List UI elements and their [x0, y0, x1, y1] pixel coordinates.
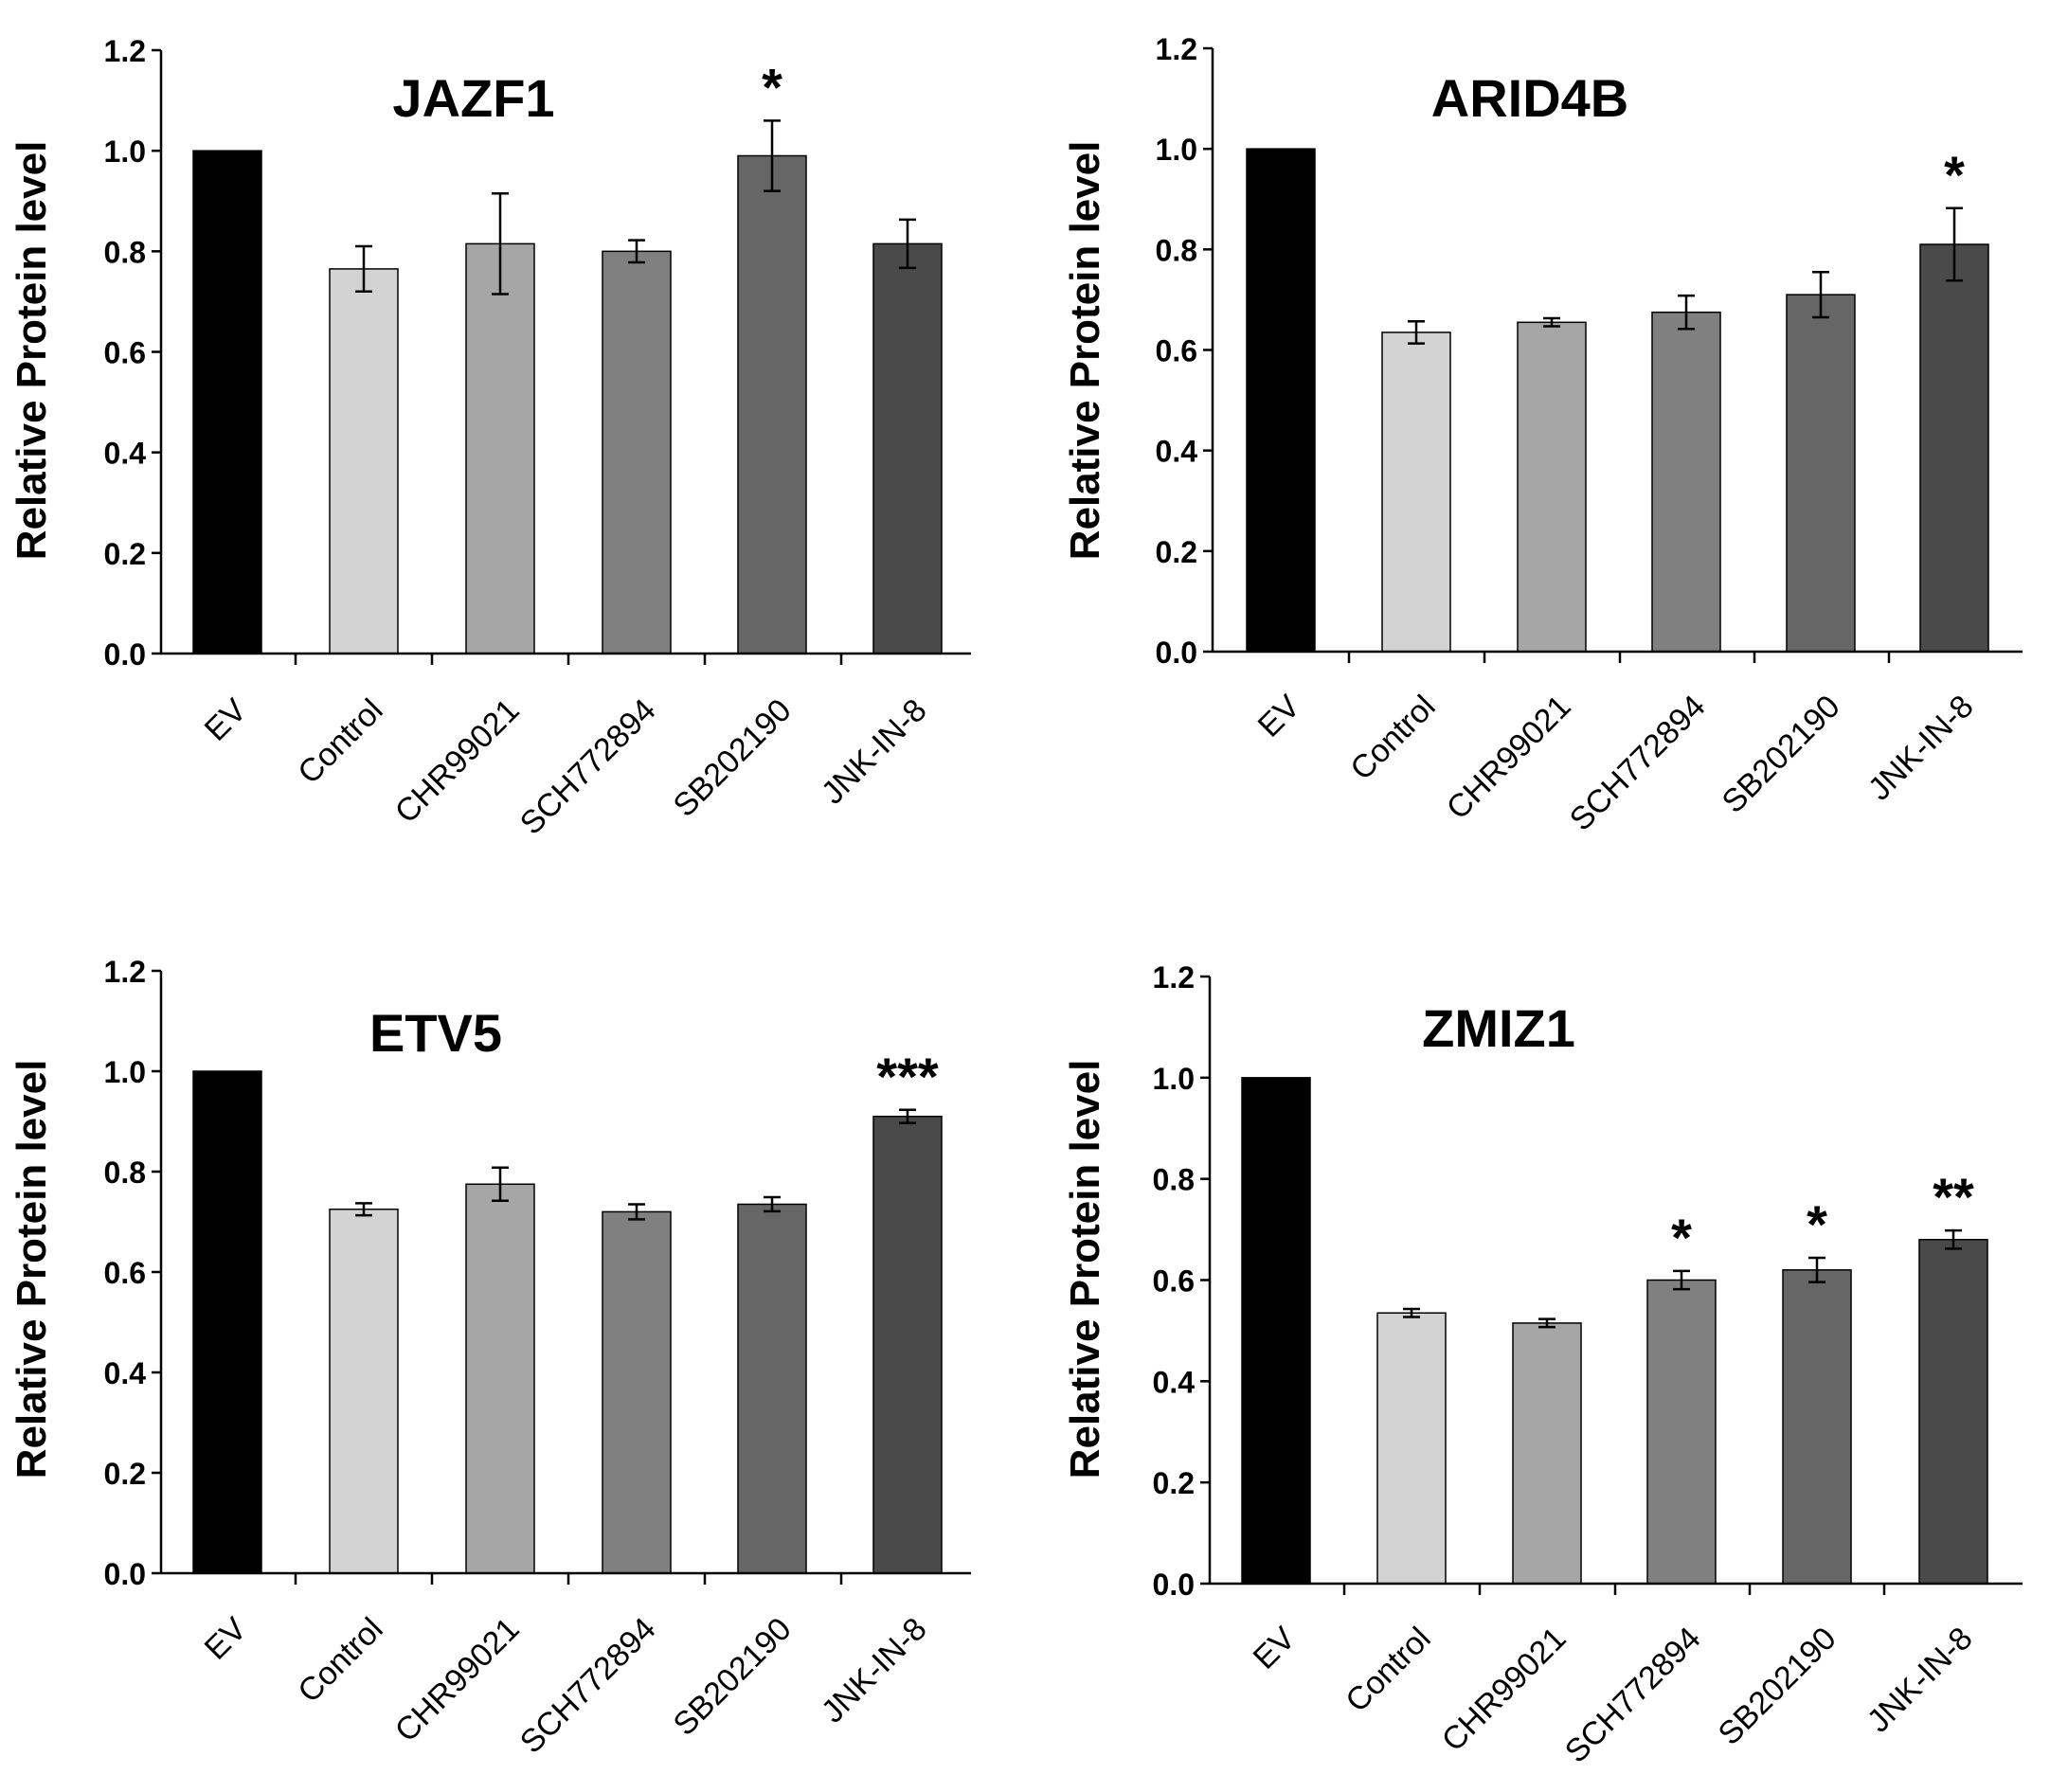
x-tick-label-control: Control: [1343, 689, 1442, 787]
x-tick-label-control: Control: [291, 1611, 389, 1710]
x-tick-label-sb202190: SB202190: [1715, 689, 1846, 820]
chart-panel-arid4b: ARID4B Relative Protein level EV ControlCHR…: [1062, 32, 2023, 838]
chart-title: ZMIZ1: [1422, 998, 1575, 1058]
x-tick-label-jnk-in-8: JNK-IN-8: [815, 692, 934, 812]
y-tick-label: 0.2: [1156, 535, 1197, 569]
bar-sb202190: [1786, 294, 1856, 653]
y-axis-label: Relative Protein level: [9, 141, 55, 561]
x-tick-label-jnk-in-8: JNK-IN-8: [815, 1611, 934, 1730]
bar-sb202190: [737, 1203, 807, 1574]
x-tick-label-sch772894: SCH772894: [1558, 1621, 1708, 1770]
bar-sch772894: [602, 1210, 672, 1574]
x-tick-label-sch772894: SCH772894: [513, 692, 663, 842]
y-tick-label: 0.8: [104, 1156, 146, 1190]
y-tick-label: 0.8: [1153, 1163, 1195, 1197]
y-tick-label: 0.0: [1156, 636, 1197, 670]
x-tick-label-jnk-in-8: JNK-IN-8: [1861, 1621, 1980, 1740]
y-tick-label: 1.0: [104, 1055, 146, 1089]
bar-ev: [1246, 148, 1316, 653]
bar-ev: [192, 150, 262, 654]
bar-chr99021: [1512, 1322, 1582, 1585]
significance-mark-jnk-in-8: ***: [876, 1047, 939, 1106]
bar-jnk-in-8: [872, 1115, 943, 1574]
y-tick-label: 1.0: [1156, 133, 1197, 167]
bar-jnk-in-8: [1918, 1239, 1988, 1585]
y-tick-label: 0.4: [104, 1356, 147, 1390]
bar-chr99021: [465, 1183, 535, 1574]
y-tick-label: 1.0: [104, 134, 146, 169]
y-tick-label: 1.2: [104, 34, 146, 68]
x-tick-label-control: Control: [1339, 1621, 1437, 1719]
y-axis-label: Relative Protein level: [9, 1060, 55, 1479]
x-tick-label-sb202190: SB202190: [1711, 1621, 1843, 1752]
chart-panel-etv5: ETV5 Relative Protein level EV ControlCHR99…: [9, 955, 971, 1761]
y-axis-label: Relative Protein level: [1062, 141, 1108, 561]
x-tick-label-sch772894: SCH772894: [1563, 689, 1713, 838]
bar-control: [1381, 332, 1451, 653]
x-tick-label-sch772894: SCH772894: [513, 1611, 663, 1761]
significance-mark-sb202190: *: [1807, 1194, 1827, 1254]
y-tick-label: 0.4: [1156, 435, 1198, 469]
y-axis-label: Relative Protein level: [1062, 1060, 1108, 1479]
x-tick-label-chr99021: CHR99021: [1440, 689, 1578, 827]
y-tick-label: 0.8: [1156, 233, 1197, 267]
chart-title: ARID4B: [1431, 68, 1628, 128]
y-tick-label: 0.4: [1153, 1365, 1196, 1399]
x-tick-label-control: Control: [291, 692, 389, 791]
x-tick-label-sb202190: SB202190: [666, 692, 798, 824]
y-tick-label: 0.8: [104, 235, 146, 269]
x-tick-label-chr99021: CHR99021: [1435, 1621, 1573, 1759]
bar-sch772894: [602, 250, 672, 654]
bar-control: [1376, 1312, 1447, 1585]
bar-control: [329, 268, 399, 654]
bar-sb202190: [737, 154, 807, 654]
significance-mark-sb202190: *: [762, 57, 782, 116]
significance-mark-jnk-in-8: *: [1944, 145, 1965, 205]
significance-mark-jnk-in-8: **: [1933, 1167, 1974, 1227]
x-tick-label-chr99021: CHR99021: [388, 692, 527, 831]
y-tick-label: 0.6: [104, 1256, 146, 1290]
y-tick-label: 1.0: [1153, 1062, 1195, 1096]
y-tick-label: 1.2: [1153, 960, 1195, 995]
x-tick-label-ev: EV: [198, 1611, 254, 1667]
chart-title: ETV5: [369, 1003, 502, 1063]
bar-sch772894: [1651, 311, 1721, 653]
bar-ev: [192, 1070, 262, 1574]
x-tick-label-jnk-in-8: JNK-IN-8: [1861, 689, 1981, 808]
chart-panel-zmiz1: ZMIZ1 Relative Protein level EV ControlCHR9…: [1062, 960, 2023, 1770]
x-tick-label-ev: EV: [1251, 689, 1307, 744]
y-tick-label: 0.6: [1156, 334, 1197, 368]
chart-title: JAZF1: [392, 68, 554, 128]
bar-sch772894: [1646, 1279, 1717, 1585]
bar-chr99021: [465, 242, 535, 654]
bar-ev: [1241, 1077, 1311, 1585]
y-tick-label: 1.2: [104, 955, 146, 989]
x-tick-label-chr99021: CHR99021: [388, 1611, 527, 1749]
bar-chr99021: [1517, 321, 1587, 653]
bar-sb202190: [1782, 1269, 1852, 1585]
y-tick-label: 0.0: [1153, 1568, 1195, 1602]
y-tick-label: 0.0: [104, 1557, 146, 1591]
chart-panel-jazf1: JAZF1 Relative Protein level EV ControlCHR9…: [9, 34, 971, 842]
significance-mark-sch772894: *: [1671, 1208, 1692, 1267]
bar-jnk-in-8: [872, 242, 943, 654]
y-tick-label: 0.6: [1153, 1264, 1195, 1299]
y-tick-label: 0.2: [104, 1457, 146, 1491]
x-tick-label-ev: EV: [1247, 1621, 1303, 1676]
y-tick-label: 0.4: [104, 437, 147, 471]
x-tick-label-sb202190: SB202190: [666, 1611, 798, 1743]
y-tick-label: 0.2: [1153, 1466, 1195, 1500]
y-tick-label: 0.2: [104, 537, 146, 571]
y-tick-label: 0.0: [104, 637, 146, 672]
y-tick-label: 1.2: [1156, 32, 1197, 66]
bar-jnk-in-8: [1919, 243, 1989, 653]
y-tick-label: 0.6: [104, 336, 146, 370]
bar-control: [329, 1209, 399, 1574]
x-tick-label-ev: EV: [198, 692, 254, 748]
